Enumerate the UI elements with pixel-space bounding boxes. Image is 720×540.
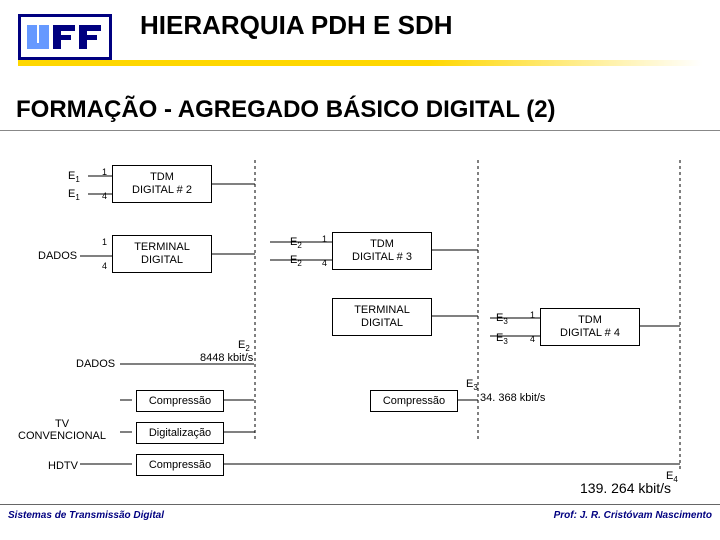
footer-left: Sistemas de Transmissão Digital (8, 510, 164, 521)
node-e3b: E3 (496, 332, 508, 346)
node-term1: TERMINALDIGITAL (112, 235, 212, 273)
rate-final: 139. 264 kbit/s (580, 480, 671, 496)
node-e1b: E1 (68, 188, 80, 202)
title-rule (18, 60, 702, 66)
divider (0, 130, 720, 131)
node-e3a: E3 (496, 312, 508, 326)
node-comp3: Compressão (370, 390, 458, 412)
node-tdm2: TDMDIGITAL # 2 (112, 165, 212, 203)
node-dados1: DADOS (38, 250, 77, 262)
node-comp1: Compressão (136, 390, 224, 412)
footer-right: Prof: J. R. Cristóvam Nascimento (554, 510, 712, 521)
node-tdm4: TDMDIGITAL # 4 (540, 308, 640, 346)
node-rate2: 34. 368 kbit/s (480, 392, 545, 404)
node-rate1: 8448 kbit/s (200, 352, 253, 364)
page-title: HIERARQUIA PDH E SDH (140, 10, 453, 41)
footer-divider (0, 504, 720, 505)
node-e3c: E3 (466, 378, 478, 392)
node-hdtv: HDTV (48, 460, 78, 472)
diagram: E1E114TDMDIGITAL # 2DADOS14TERMINALDIGIT… (0, 140, 720, 500)
node-term2: TERMINALDIGITAL (332, 298, 432, 336)
node-e1a: E1 (68, 170, 80, 184)
node-comp2: Compressão (136, 454, 224, 476)
logo (18, 14, 112, 60)
node-digit: Digitalização (136, 422, 224, 444)
node-e2a: E2 (290, 236, 302, 250)
node-tvconv: TVCONVENCIONAL (18, 418, 106, 442)
node-e2b: E2 (290, 254, 302, 268)
page-subtitle: FORMAÇÃO - AGREGADO BÁSICO DIGITAL (2) (16, 96, 556, 124)
node-dados2: DADOS (76, 358, 115, 370)
node-tdm3: TDMDIGITAL # 3 (332, 232, 432, 270)
